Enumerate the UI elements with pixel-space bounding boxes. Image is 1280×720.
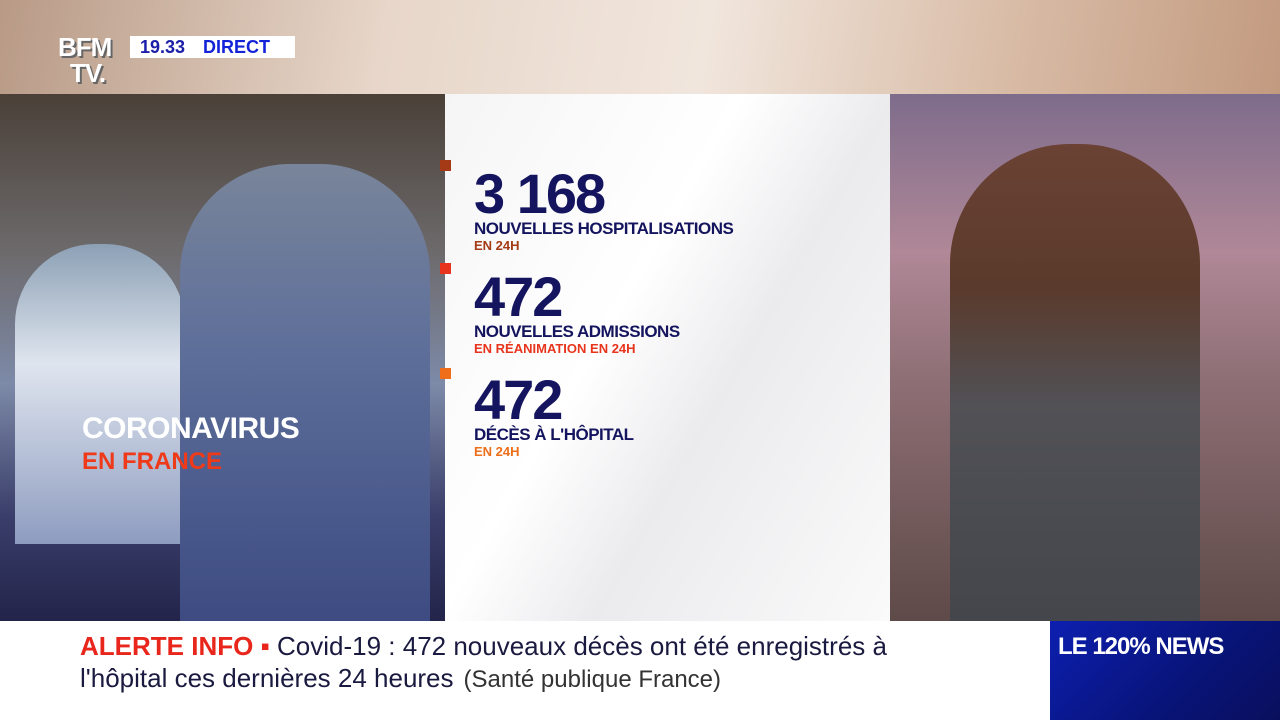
- live-label: DIRECT: [203, 36, 271, 57]
- bullet-marker: [440, 368, 451, 379]
- stat-detail: EN 24H: [474, 444, 520, 459]
- show-badge: LE 120% NEWS: [1050, 621, 1280, 720]
- news-ticker: ALERTE INFO ▪ Covid-19 : 472 nouveaux dé…: [0, 621, 1050, 720]
- stat-detail: EN RÉANIMATION EN 24H: [474, 341, 636, 356]
- stats-panel: 3 168 NOUVELLES HOSPITALISATIONS EN 24H …: [440, 94, 890, 621]
- stat-hospitalisations: 3 168 NOUVELLES HOSPITALISATIONS EN 24H: [440, 160, 734, 253]
- show-name: LE 120% NEWS: [1058, 633, 1224, 660]
- stat-value: 472: [474, 368, 563, 431]
- bullet-marker: [440, 160, 451, 171]
- stat-value: 3 168: [474, 162, 606, 225]
- nurse-figure: [15, 244, 185, 544]
- caregiver-figure: [180, 164, 430, 621]
- stat-deces: 472 DÉCÈS À L'HÔPITAL EN 24H: [440, 368, 634, 459]
- bfmtv-logo: BFM TV.: [58, 32, 112, 88]
- stat-admissions: 472 NOUVELLES ADMISSIONS EN RÉANIMATION …: [440, 263, 680, 356]
- stat-label: NOUVELLES ADMISSIONS: [474, 322, 680, 341]
- ticker-source: (Santé publique France): [463, 666, 722, 693]
- stat-value: 472: [474, 265, 563, 328]
- bullet-marker: [440, 263, 451, 274]
- stat-label: NOUVELLES HOSPITALISATIONS: [474, 219, 734, 238]
- stat-label: DÉCÈS À L'HÔPITAL: [474, 425, 634, 444]
- ticker-line-1: Covid-19 : 472 nouveaux décès ont été en…: [277, 631, 887, 661]
- presenter-figure: [950, 144, 1200, 621]
- studio-camera-feed: [890, 94, 1280, 621]
- ticker-line-2: l'hôpital ces dernières 24 heures: [80, 663, 454, 693]
- top-banner: BFM TV. 19.33 DIRECT: [0, 0, 1280, 94]
- alert-label: ALERTE INFO ▪: [80, 631, 270, 661]
- live-time-badge: 19.33 DIRECT: [130, 36, 295, 58]
- topic-subtitle: EN FRANCE: [82, 448, 223, 475]
- photo-panel: CORONAVIRUS EN FRANCE: [0, 94, 445, 621]
- clock: 19.33: [140, 36, 186, 57]
- topic-title: CORONAVIRUS: [82, 412, 300, 445]
- stat-detail: EN 24H: [474, 238, 520, 253]
